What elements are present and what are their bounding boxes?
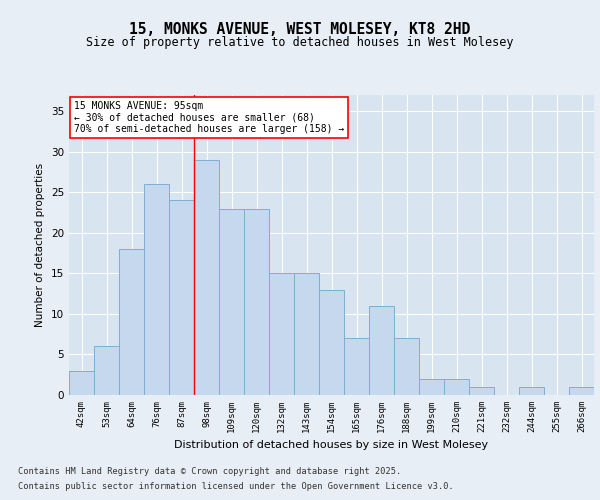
Bar xyxy=(119,249,144,395)
Text: 15, MONKS AVENUE, WEST MOLESEY, KT8 2HD: 15, MONKS AVENUE, WEST MOLESEY, KT8 2HD xyxy=(130,22,470,38)
Bar xyxy=(294,274,319,395)
Text: Size of property relative to detached houses in West Molesey: Size of property relative to detached ho… xyxy=(86,36,514,49)
Bar xyxy=(169,200,194,395)
Bar xyxy=(444,379,469,395)
Bar xyxy=(519,387,544,395)
Text: Contains public sector information licensed under the Open Government Licence v3: Contains public sector information licen… xyxy=(18,482,454,491)
Bar xyxy=(469,387,494,395)
Bar xyxy=(219,208,244,395)
Bar xyxy=(394,338,419,395)
Bar xyxy=(569,387,594,395)
Bar xyxy=(269,274,294,395)
Bar xyxy=(319,290,344,395)
Bar xyxy=(69,370,94,395)
X-axis label: Distribution of detached houses by size in West Molesey: Distribution of detached houses by size … xyxy=(175,440,488,450)
Bar xyxy=(194,160,219,395)
Bar xyxy=(244,208,269,395)
Bar xyxy=(419,379,444,395)
Bar xyxy=(344,338,369,395)
Bar xyxy=(94,346,119,395)
Text: 15 MONKS AVENUE: 95sqm
← 30% of detached houses are smaller (68)
70% of semi-det: 15 MONKS AVENUE: 95sqm ← 30% of detached… xyxy=(74,101,344,134)
Y-axis label: Number of detached properties: Number of detached properties xyxy=(35,163,46,327)
Bar xyxy=(369,306,394,395)
Bar xyxy=(144,184,169,395)
Text: Contains HM Land Registry data © Crown copyright and database right 2025.: Contains HM Land Registry data © Crown c… xyxy=(18,467,401,476)
